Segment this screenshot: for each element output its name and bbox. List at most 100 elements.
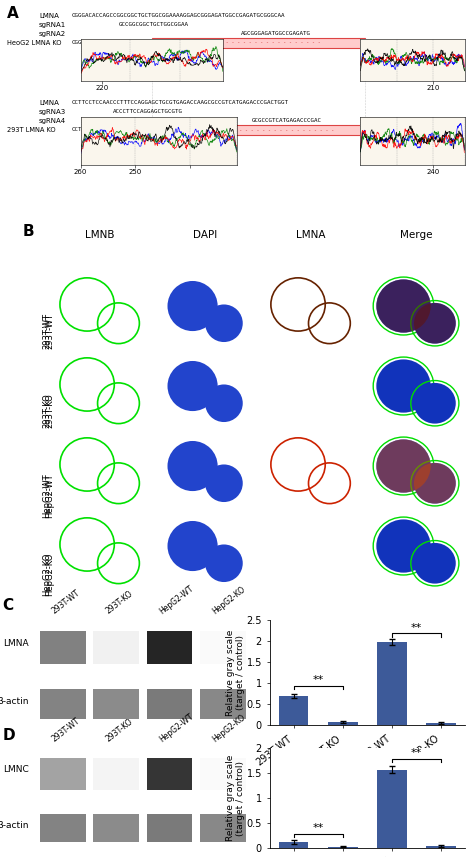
Bar <box>40 814 85 842</box>
Text: D: D <box>2 728 15 743</box>
Text: B: B <box>23 224 35 239</box>
Bar <box>146 631 192 664</box>
Text: sgRNA1: sgRNA1 <box>39 22 66 28</box>
Bar <box>40 758 85 790</box>
Ellipse shape <box>205 304 243 342</box>
Ellipse shape <box>376 519 431 572</box>
Bar <box>328 847 357 848</box>
Bar <box>146 814 192 842</box>
Bar <box>93 814 139 842</box>
Text: LMNA: LMNA <box>39 100 59 106</box>
Ellipse shape <box>205 464 243 502</box>
Text: GCGCCGTCATGAGACCCGAC: GCGCCGTCATGAGACCCGAC <box>252 118 322 123</box>
Ellipse shape <box>414 542 456 584</box>
Bar <box>200 758 246 790</box>
Text: HepG2-KO: HepG2-KO <box>45 553 54 596</box>
Bar <box>279 696 309 725</box>
Text: 293T-KO: 293T-KO <box>42 393 51 428</box>
Text: C: C <box>2 597 13 613</box>
Bar <box>377 770 407 848</box>
Text: 293T-KO: 293T-KO <box>45 393 54 428</box>
Text: ACCCTTCCAGGAGCTGCGTG: ACCCTTCCAGGAGCTGCGTG <box>112 109 182 114</box>
Ellipse shape <box>376 359 431 413</box>
Ellipse shape <box>376 279 431 333</box>
Text: - - - - - - - - - - - - - - - - - - - - - - - -: - - - - - - - - - - - - - - - - - - - - … <box>199 128 334 133</box>
Text: 293T-WT: 293T-WT <box>45 313 54 349</box>
Ellipse shape <box>414 383 456 423</box>
Bar <box>93 631 139 664</box>
Bar <box>146 689 192 719</box>
Ellipse shape <box>376 440 431 493</box>
Text: GACTGGT: GACTGGT <box>382 127 407 132</box>
Ellipse shape <box>414 303 456 344</box>
Text: **: ** <box>411 748 422 758</box>
Y-axis label: Relative gray scale
(target / control): Relative gray scale (target / control) <box>226 755 245 842</box>
Text: 293T-WT: 293T-WT <box>51 716 82 744</box>
Ellipse shape <box>414 303 456 344</box>
Text: HepG2-WT: HepG2-WT <box>42 473 51 518</box>
Text: CGGGACACCAGCCGGCG: CGGGACACCAGCCGGCG <box>72 40 131 45</box>
Text: Merge: Merge <box>400 231 433 241</box>
Text: CCTTCCTCCAACCC: CCTTCCTCCAACCC <box>72 127 120 132</box>
Bar <box>146 758 192 790</box>
Text: A: A <box>7 6 18 21</box>
Ellipse shape <box>167 521 218 571</box>
Bar <box>377 642 407 725</box>
Text: DAPI: DAPI <box>193 231 218 241</box>
Text: HepG2-KO: HepG2-KO <box>211 584 247 616</box>
Text: LMNA: LMNA <box>39 13 59 19</box>
Text: sgRNA2: sgRNA2 <box>39 31 66 37</box>
FancyBboxPatch shape <box>152 38 365 48</box>
Text: 293T LMNA KO: 293T LMNA KO <box>7 127 55 133</box>
Bar <box>328 722 357 725</box>
Bar <box>200 814 246 842</box>
Text: sgRNA3: sgRNA3 <box>39 109 66 115</box>
Text: 293T-WT: 293T-WT <box>42 313 51 349</box>
Y-axis label: Relative gray scale
(target / control): Relative gray scale (target / control) <box>226 629 245 716</box>
Text: GCCGGCGGCTGCTGGCGGAA: GCCGGCGGCTGCTGGCGGAA <box>118 22 189 27</box>
Text: HeoG2 LMNA KO: HeoG2 LMNA KO <box>7 40 61 46</box>
Text: LMNB: LMNB <box>85 231 115 241</box>
Ellipse shape <box>414 463 456 504</box>
Text: sgRNA4: sgRNA4 <box>39 118 66 124</box>
Ellipse shape <box>167 361 218 411</box>
Bar <box>93 689 139 719</box>
Ellipse shape <box>167 281 218 331</box>
Ellipse shape <box>376 440 431 493</box>
Text: HepG2-WT: HepG2-WT <box>157 584 195 616</box>
Text: LMNA: LMNA <box>296 231 326 241</box>
Text: 293T-KO: 293T-KO <box>104 717 135 744</box>
Text: **: ** <box>411 622 422 632</box>
Ellipse shape <box>205 385 243 422</box>
Text: CCTTCCTCCAACCCTTTCCAGGAGCTGCGTGAGACCAAGCGCCGTCATGAGACCCGACTGGT: CCTTCCTCCAACCCTTTCCAGGAGCTGCGTGAGACCAAGC… <box>72 100 288 105</box>
Text: LMNC: LMNC <box>3 765 29 775</box>
Text: β-actin: β-actin <box>0 822 29 830</box>
Text: HepG2-WT: HepG2-WT <box>157 712 195 744</box>
Bar <box>279 842 309 848</box>
Ellipse shape <box>167 441 218 491</box>
Text: AGCGGGAGATGGCCGAGATG: AGCGGGAGATGGCCGAGATG <box>241 31 311 36</box>
Bar <box>426 846 456 848</box>
Text: CGGGACACCAGCCGGCGGCTGCTGGCGGAAAAGGAGCGGGAGATGGCCGAGATGCGGGCAA: CGGGACACCAGCCGGCGGCTGCTGGCGGAAAAGGAGCGGG… <box>72 13 285 18</box>
Text: ATGCGGGCAA: ATGCGGGCAA <box>367 40 402 45</box>
Text: β-actin: β-actin <box>0 698 29 706</box>
Text: - - - - - - - - - - - - - - - - - - - - - -: - - - - - - - - - - - - - - - - - - - - … <box>197 40 320 45</box>
Text: HepG2-WT: HepG2-WT <box>45 473 54 518</box>
Bar <box>93 758 139 790</box>
Text: LMNA: LMNA <box>3 638 29 648</box>
Ellipse shape <box>414 463 456 504</box>
Bar <box>40 689 85 719</box>
FancyBboxPatch shape <box>152 125 380 135</box>
Bar <box>200 631 246 664</box>
Text: 293T-WT: 293T-WT <box>51 589 82 616</box>
Bar <box>200 689 246 719</box>
Bar <box>426 723 456 725</box>
Text: **: ** <box>313 675 324 685</box>
Ellipse shape <box>205 544 243 582</box>
Ellipse shape <box>376 279 431 333</box>
Text: 293T-KO: 293T-KO <box>104 590 135 616</box>
Text: **: ** <box>313 823 324 833</box>
Bar <box>40 631 85 664</box>
Text: HepG2-KO: HepG2-KO <box>42 553 51 596</box>
Text: HepG2-KO: HepG2-KO <box>211 713 247 744</box>
